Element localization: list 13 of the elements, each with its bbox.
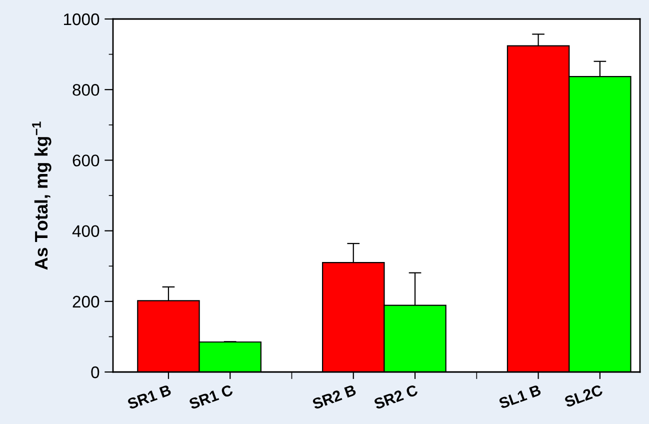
y-tick-label: 600 [72, 154, 100, 166]
y-tick-label: 0 [91, 366, 100, 378]
x-tick-label: SL2C [564, 384, 604, 408]
x-tick-label: SR2 B [312, 384, 357, 410]
y-tick-label: 200 [72, 296, 100, 308]
y-tick-label: 1000 [64, 13, 100, 26]
x-tick-label: SR2 C [373, 384, 418, 410]
y-tick-label: 800 [72, 84, 100, 96]
x-tick-label: SR1 C [188, 384, 234, 410]
x-tick-label: SR1 B [126, 384, 172, 410]
x-tick-label: SL1 B [498, 384, 542, 410]
y-tick-label: 400 [72, 225, 100, 238]
y-axis-title: As Total, mg kg$^{−1}$ [32, 122, 52, 270]
